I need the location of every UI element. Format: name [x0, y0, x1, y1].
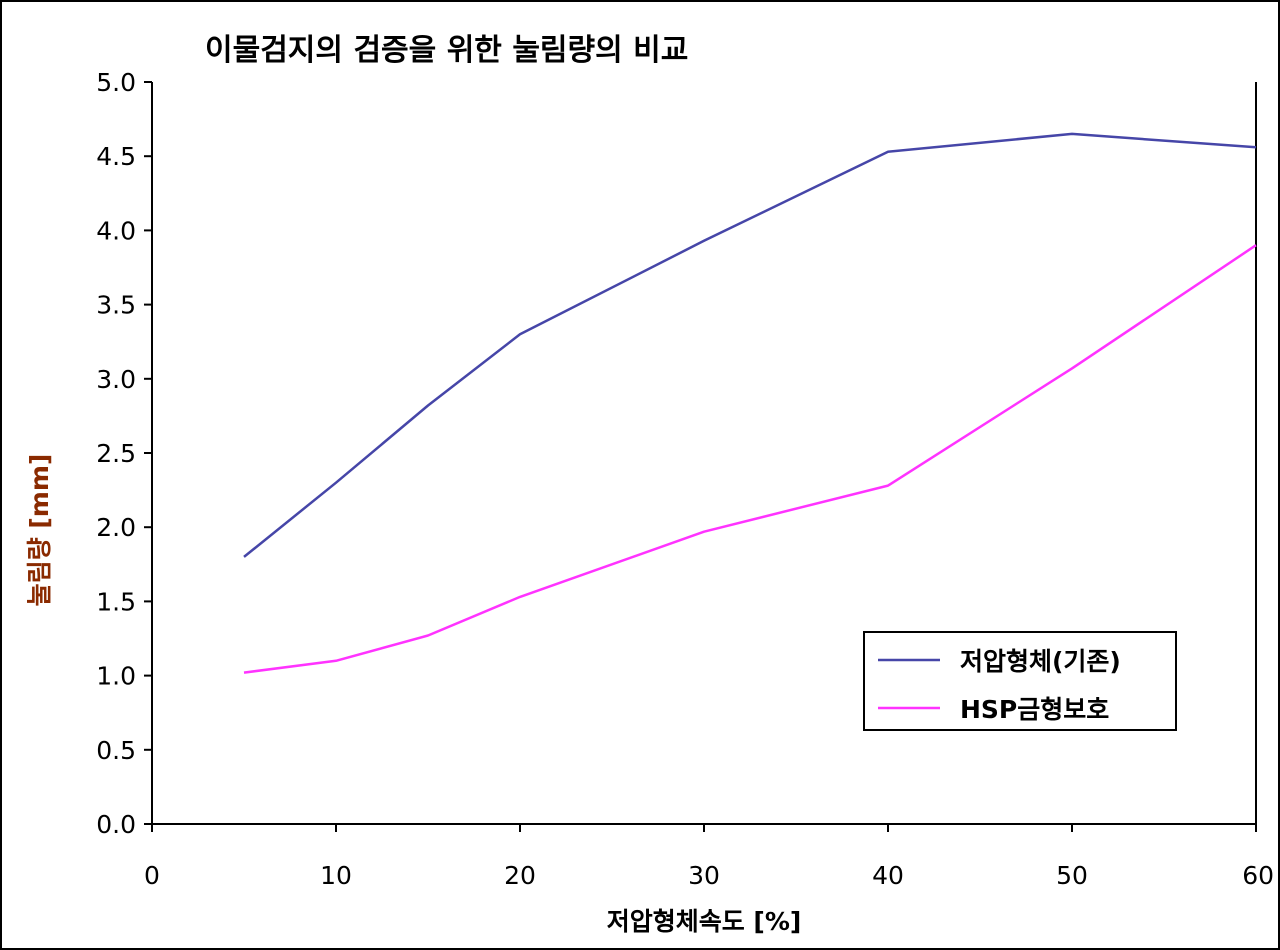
y-tick-label: 5.0	[96, 68, 136, 97]
series-line-1	[243, 244, 1257, 674]
y-axis-ticks: 0.0 0.5 1.0 1.5 2.0 2.5 3.0 3.5 4.0 4.5 5.0	[96, 68, 152, 839]
legend-label-hsp: HSP금형보호	[960, 695, 1109, 724]
x-axis-ticks: 0 10 20 30 40 50 60	[144, 824, 1274, 890]
chart-title: 이물검지의 검증을 위한 눌림량의 비교	[205, 33, 688, 68]
legend-label-existing: 저압형체(기존)	[960, 647, 1121, 676]
x-tick-label: 30	[688, 861, 720, 890]
y-tick-label: 2.5	[96, 439, 136, 468]
y-axis-label: 눌림량 [mm]	[25, 454, 54, 607]
y-tick-label: 1.0	[96, 662, 136, 691]
y-tick-label: 2.0	[96, 513, 136, 542]
y-tick-label: 3.5	[96, 291, 136, 320]
y-tick-label: 0.0	[96, 810, 136, 839]
x-tick-label: 20	[504, 861, 536, 890]
x-tick-label: 60	[1242, 861, 1274, 890]
series-line-0	[243, 132, 1257, 558]
y-tick-label: 4.5	[96, 142, 136, 171]
y-tick-label: 4.0	[96, 216, 136, 245]
y-tick-label: 3.0	[96, 365, 136, 394]
legend-box	[863, 631, 1177, 731]
x-axis-label: 저압형체속도 [%]	[607, 907, 802, 936]
x-tick-label: 50	[1056, 861, 1088, 890]
x-tick-label: 0	[144, 861, 160, 890]
legend: 저압형체(기존) HSP금형보호	[863, 631, 1177, 731]
series-lines	[243, 132, 1257, 674]
y-tick-label: 0.5	[96, 736, 136, 765]
x-tick-label: 40	[872, 861, 904, 890]
y-tick-label: 1.5	[96, 587, 136, 616]
x-tick-label: 10	[320, 861, 352, 890]
